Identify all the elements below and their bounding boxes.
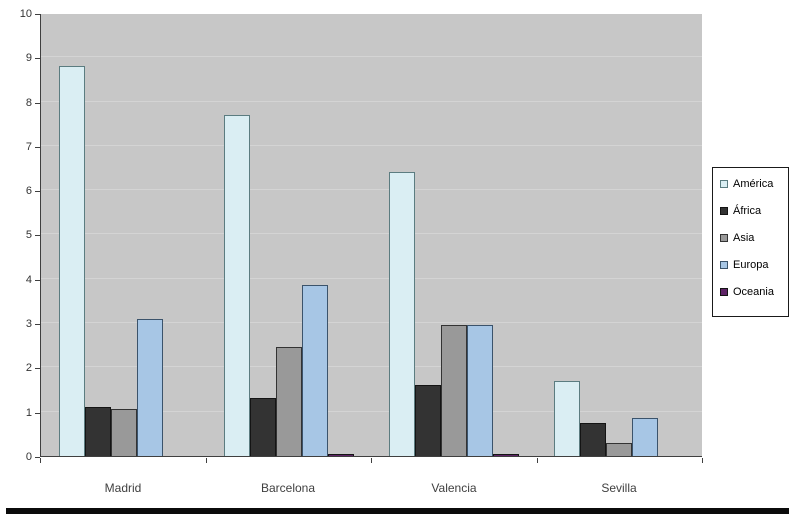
legend-label: Asia [733,232,755,244]
legend: América África Asia Europa Oceania [712,167,789,317]
bar [84,407,111,456]
y-axis-tick [35,235,40,236]
bar-group [372,14,537,456]
bar [580,423,607,456]
horizontal-rule [6,508,789,514]
gridline [41,189,702,190]
bar [554,381,581,456]
gridline [41,145,702,146]
x-axis-tick [702,458,703,463]
y-axis-tick [35,58,40,59]
bar [327,454,354,456]
legend-item: Asia [720,231,784,245]
legend-swatch [720,234,728,242]
y-axis-tick-label: 3 [25,318,32,330]
legend-item: Europa [720,258,784,272]
y-axis-tick-label: 7 [25,141,32,153]
y-axis-tick-label: 0 [25,451,32,463]
x-axis-category-label: Valencia [431,481,477,495]
bar [389,172,416,456]
y-axis-tick-label: 10 [19,8,32,20]
y-axis-tick [35,147,40,148]
y-axis-tick [35,413,40,414]
legend-label: Oceania [733,286,774,298]
y-axis-tick-label: 2 [25,362,32,374]
y-axis-tick [35,324,40,325]
x-axis-category-label: Madrid [104,481,142,495]
x-axis-tick [40,458,41,463]
y-axis-tick-label: 6 [25,185,32,197]
legend-swatch [720,288,728,296]
bar [58,66,85,456]
x-axis-category-label: Sevilla [601,481,637,495]
gridline [41,101,702,102]
gridline [41,322,702,323]
gridline [41,56,702,57]
y-axis-tick-label: 4 [25,274,32,286]
legend-label: África [733,205,762,217]
y-axis-tick [35,280,40,281]
bar [441,325,468,456]
plot-area [40,14,702,457]
bar-group [537,14,702,456]
y-axis-tick [35,457,40,458]
y-axis-tick [35,368,40,369]
legend-label: América [733,178,774,190]
bar [136,319,163,456]
bar [632,418,659,456]
y-axis-tick-label: 5 [25,229,32,241]
legend-item: África [720,204,784,218]
bar [301,285,328,456]
bar [415,385,442,456]
y-axis-tick [35,14,40,15]
x-axis-tick [206,458,207,463]
gridline [41,233,702,234]
legend-swatch [720,180,728,188]
bar [223,115,250,456]
y-axis-tick-label: 8 [25,97,32,109]
y-axis-tick-label: 1 [25,407,32,419]
y-axis-tick-label: 9 [25,52,32,64]
bar [275,347,302,456]
gridline [41,411,702,412]
bar [110,409,137,456]
legend-swatch [720,261,728,269]
legend-label: Europa [733,259,769,271]
legend-item: Oceania [720,285,784,299]
y-axis-tick [35,191,40,192]
bar-group [206,14,371,456]
bar [606,443,633,456]
x-axis-category-label: Barcelona [260,481,316,495]
bar-group [41,14,206,456]
legend-swatch [720,207,728,215]
y-axis-tick [35,103,40,104]
bar [467,325,494,456]
bar [249,398,276,456]
bar [493,454,520,456]
gridline [41,278,702,279]
x-axis-tick [371,458,372,463]
gridline [41,366,702,367]
bar-groups [41,14,702,456]
x-axis-tick [537,458,538,463]
legend-item: América [720,177,784,191]
